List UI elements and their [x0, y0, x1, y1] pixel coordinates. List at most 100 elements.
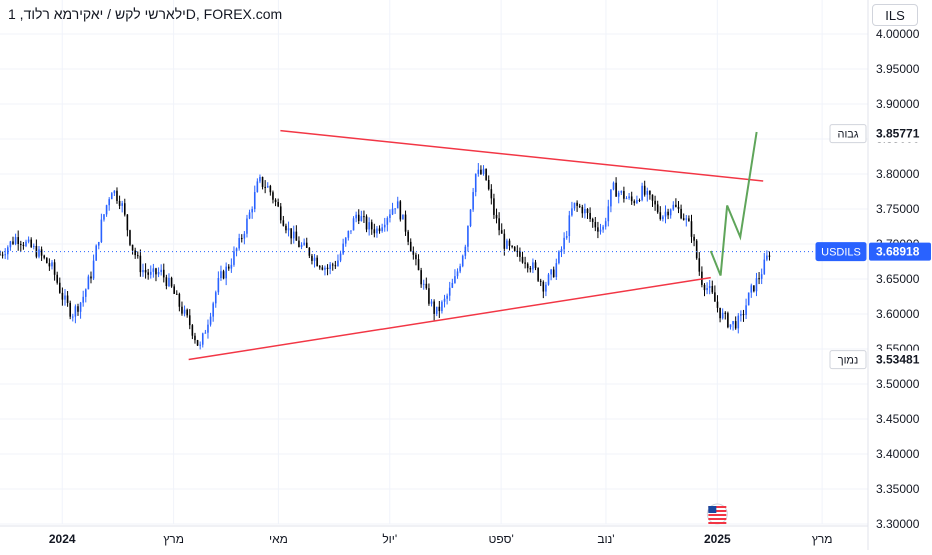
candle-body — [589, 212, 591, 220]
x-tick-label: מרץ — [812, 532, 833, 546]
candle-body — [633, 201, 636, 204]
candle-body — [308, 247, 311, 256]
candle-body — [755, 278, 758, 292]
candle-body — [214, 292, 217, 304]
candle-body — [129, 230, 131, 245]
low-marker-label: נמוך — [838, 355, 859, 367]
candle-body — [378, 228, 381, 232]
candle-body — [82, 296, 84, 303]
candle-body — [602, 226, 604, 230]
candle-body — [487, 179, 490, 190]
candle-body — [79, 302, 82, 312]
y-tick-label: 3.50000 — [876, 377, 920, 391]
candle-body — [0, 254, 1, 256]
candle-body — [19, 243, 22, 245]
projection-path[interactable] — [709, 131, 758, 276]
candle-body — [708, 285, 711, 289]
candle-body — [508, 240, 511, 246]
trendline-upper[interactable] — [280, 129, 764, 182]
candle-body — [480, 169, 482, 174]
grid-layer — [0, 0, 868, 525]
x-tick-label: נוב' — [597, 532, 614, 546]
candle-body — [417, 259, 420, 271]
candle-body — [368, 222, 370, 230]
candle-body — [17, 237, 19, 244]
candle-body — [667, 211, 669, 216]
candle-body — [576, 202, 578, 206]
candle-body — [617, 192, 620, 197]
candle-body — [493, 198, 495, 215]
candle-body — [412, 251, 415, 255]
candle-body — [61, 292, 64, 300]
low-marker-value-bg — [869, 350, 931, 369]
candle-body — [729, 324, 732, 328]
candle-body — [240, 238, 243, 240]
candle-body — [329, 264, 331, 270]
current-price-marker-label: USDILS — [821, 247, 861, 259]
candle-body — [485, 168, 487, 180]
low-marker-label-bg — [829, 350, 867, 370]
candle-body — [230, 264, 233, 269]
chart-title: ילארשי לקש / יאקירמא רלוד, 1D, FOREX.com — [8, 6, 283, 22]
candle-body — [43, 255, 45, 258]
candle-body — [32, 245, 35, 247]
candle-body — [217, 278, 220, 293]
candle-body — [261, 176, 264, 187]
candle-body — [542, 281, 545, 292]
candle-body — [110, 193, 113, 200]
high-marker-value-bg — [869, 124, 931, 143]
us-flag-icon[interactable] — [706, 503, 728, 525]
candle-body — [747, 292, 750, 306]
candle-body — [253, 192, 256, 210]
candle-body — [550, 269, 552, 275]
candle-body — [269, 185, 272, 193]
candle-body — [654, 200, 656, 205]
currency-button[interactable]: ILS — [872, 4, 918, 26]
candle-body — [227, 266, 230, 269]
x-tick-label: מרץ — [163, 532, 184, 546]
candle-body — [456, 271, 459, 277]
candle-body — [404, 214, 407, 232]
candle-body — [448, 287, 451, 296]
trendline-lower[interactable] — [188, 276, 711, 361]
candle-body — [170, 277, 173, 287]
candle-body — [758, 278, 760, 280]
candle-body — [552, 269, 555, 277]
candle-body — [77, 306, 79, 312]
candle-body — [441, 301, 443, 312]
y-tick-label: 3.80000 — [876, 167, 920, 181]
candle-body — [196, 340, 199, 346]
candle-body — [443, 298, 446, 302]
candle-body — [147, 272, 149, 275]
candle-body — [724, 312, 727, 314]
candle-body — [12, 241, 14, 244]
candle-body — [703, 284, 706, 291]
candle-body — [675, 204, 677, 207]
candle-body — [690, 221, 693, 237]
candle-body — [316, 257, 318, 267]
candle-body — [22, 244, 25, 246]
candle-body — [597, 227, 599, 232]
candle-body — [669, 209, 672, 216]
candle-body — [344, 237, 347, 244]
candle-body — [742, 314, 745, 316]
candle-body — [259, 176, 261, 182]
candle-body — [92, 260, 95, 279]
candle-body — [181, 306, 183, 314]
candle-body — [248, 212, 251, 219]
candle-body — [399, 201, 402, 220]
candle-body — [287, 228, 290, 231]
candle-body — [506, 240, 508, 249]
flag-canton — [708, 506, 717, 513]
candle-body — [578, 205, 581, 207]
candle-body — [142, 270, 144, 273]
candle-body — [51, 262, 53, 267]
candle-body — [311, 255, 313, 261]
candle-body — [604, 221, 607, 227]
candle-body — [290, 228, 292, 239]
candle-body — [446, 295, 448, 299]
candle-body — [84, 289, 87, 297]
candle-body — [698, 258, 701, 272]
